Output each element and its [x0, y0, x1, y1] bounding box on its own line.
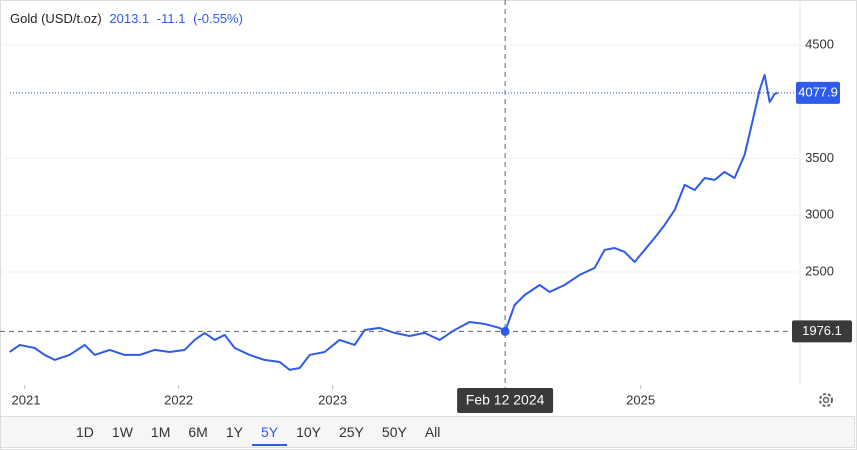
y-tick-label: 3000: [805, 207, 834, 222]
y-tick-label: 3500: [805, 150, 834, 165]
range-button[interactable]: 1D: [76, 424, 94, 440]
crosshair-y-label: 1976.1: [802, 323, 842, 338]
range-button[interactable]: 10Y: [296, 424, 321, 440]
instrument-name: Gold (USD/t.oz): [10, 11, 102, 26]
price: 2013.1: [109, 11, 150, 26]
range-button[interactable]: 1Y: [225, 424, 243, 440]
range-button[interactable]: 1M: [150, 424, 171, 440]
crosshair-x-label: Feb 12 2024: [466, 392, 545, 408]
gear-hub[interactable]: [822, 396, 830, 404]
range-button[interactable]: All: [424, 424, 441, 440]
crosshair-point: [500, 326, 510, 336]
price-line: [9, 73, 779, 371]
gear-ring[interactable]: [819, 393, 833, 407]
gear-icon[interactable]: [819, 393, 833, 407]
change-percent: (-0.55%): [193, 11, 243, 26]
x-tick-label: 2022: [164, 392, 193, 407]
range-button[interactable]: 1W: [111, 424, 133, 440]
range-button[interactable]: 25Y: [338, 424, 364, 440]
x-tick-label: 2021: [12, 392, 41, 407]
y-tick-label: 2500: [805, 263, 834, 278]
crosshair-x-badge: [457, 388, 554, 413]
y-tick-label: 4500: [805, 36, 834, 51]
last-price-label: 4077.9: [798, 84, 838, 99]
range-bar: 1D 1W 1M 6M 1Y 5Y 10Y 25Y 50Y All: [0, 416, 855, 448]
header: Gold (USD/t.oz) 2013.1 -11.1 (-0.55%): [10, 11, 243, 26]
range-button[interactable]: 50Y: [381, 424, 407, 440]
x-tick-label: 2023: [318, 392, 347, 407]
crosshair-y-badge: [792, 320, 852, 343]
change: -11.1: [156, 11, 186, 26]
range-button[interactable]: 6M: [188, 424, 208, 440]
last-price-badge: [796, 81, 840, 104]
x-tick-label: 2025: [626, 392, 655, 407]
range-button[interactable]: 5Y: [251, 418, 288, 446]
